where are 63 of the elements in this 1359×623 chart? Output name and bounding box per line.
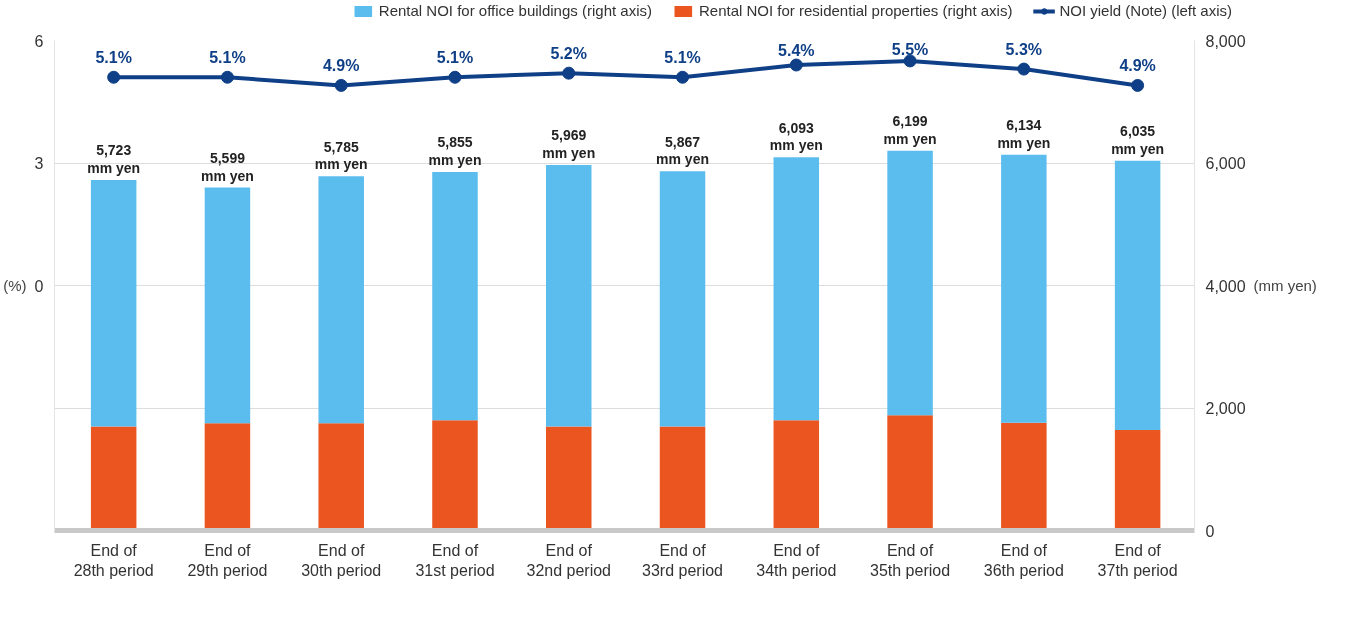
total-label: 5,723 mm yen (87, 142, 141, 176)
y-axis-title: (%) (3, 277, 27, 294)
x-tick-label: End of 36th period (983, 541, 1064, 579)
bar (318, 423, 364, 531)
y2-tick-label: 0 (1205, 522, 1215, 540)
data-label: 4.9% (322, 57, 360, 75)
data-label: 5.5% (891, 40, 929, 58)
total-label: 6,199 mm yen (883, 113, 937, 147)
data-label: 5.2% (550, 45, 587, 63)
bar (773, 157, 820, 421)
bar (773, 420, 820, 531)
bar (1001, 154, 1047, 423)
bar (432, 420, 478, 531)
y-tick-label: 3 (34, 155, 44, 172)
data-label: 5.3% (1005, 41, 1043, 59)
bar (659, 426, 706, 531)
y2-axis-title: (mm yen) (1253, 277, 1317, 294)
bar (318, 176, 364, 424)
total-label: 6,093 mm yen (769, 119, 823, 154)
y2-tick-label: 8,000 (1205, 32, 1246, 50)
bar (546, 426, 592, 531)
data-label: 5.1% (664, 49, 701, 67)
data-label: 5.4% (778, 41, 815, 59)
x-tick-label: End of 29th period (187, 541, 268, 579)
total-label: 5,855 mm yen (428, 134, 482, 168)
total-label: 6,035 mm yen (1111, 123, 1165, 157)
y2-tick-label: 6,000 (1205, 155, 1246, 172)
total-label: 5,867 mm yen (656, 133, 709, 168)
bar (546, 164, 592, 427)
total-label: 5,969 mm yen (542, 127, 596, 161)
bar (432, 171, 478, 421)
legend-label: Rental NOI for office buildings (right axis) (378, 2, 652, 19)
bar (659, 171, 706, 427)
bar (204, 423, 251, 531)
bar (90, 426, 137, 531)
bar (887, 150, 933, 416)
legend-label: Rental NOI for residential properties (right axis) (698, 2, 1013, 19)
bar (887, 415, 933, 531)
bar (90, 179, 137, 427)
data-label: 5.1% (436, 49, 474, 67)
bar (1001, 422, 1047, 531)
y-tick-label: 0 (34, 277, 44, 295)
bar (204, 187, 251, 424)
total-label: 5,785 mm yen (314, 138, 368, 173)
bar (1114, 160, 1161, 431)
total-label: 6,134 mm yen (997, 117, 1051, 151)
x-tick-label: End of 35th period (870, 541, 951, 579)
data-label: 5.1% (209, 49, 246, 67)
legend-label: NOI yield (Note) (left axis) (1059, 2, 1232, 19)
y2-tick-label: 4,000 (1205, 277, 1246, 295)
x-tick-label: End of 28th period (73, 541, 154, 579)
x-tick-label: End of 32nd period (526, 541, 612, 579)
x-tick-label: End of 33rd period (642, 541, 723, 579)
y-tick-label: 6 (34, 32, 44, 50)
data-label: 5.1% (95, 49, 132, 67)
x-tick-label: End of 31st period (415, 541, 495, 579)
total-label: 5,599 mm yen (200, 149, 254, 184)
x-tick-label: End of 30th period (301, 541, 382, 579)
bar (1114, 430, 1161, 531)
x-tick-label: End of 34th period (756, 541, 837, 579)
y2-tick-label: 2,000 (1205, 400, 1246, 417)
x-tick-label: End of 37th period (1097, 541, 1178, 579)
data-label: 4.9% (1119, 57, 1156, 75)
